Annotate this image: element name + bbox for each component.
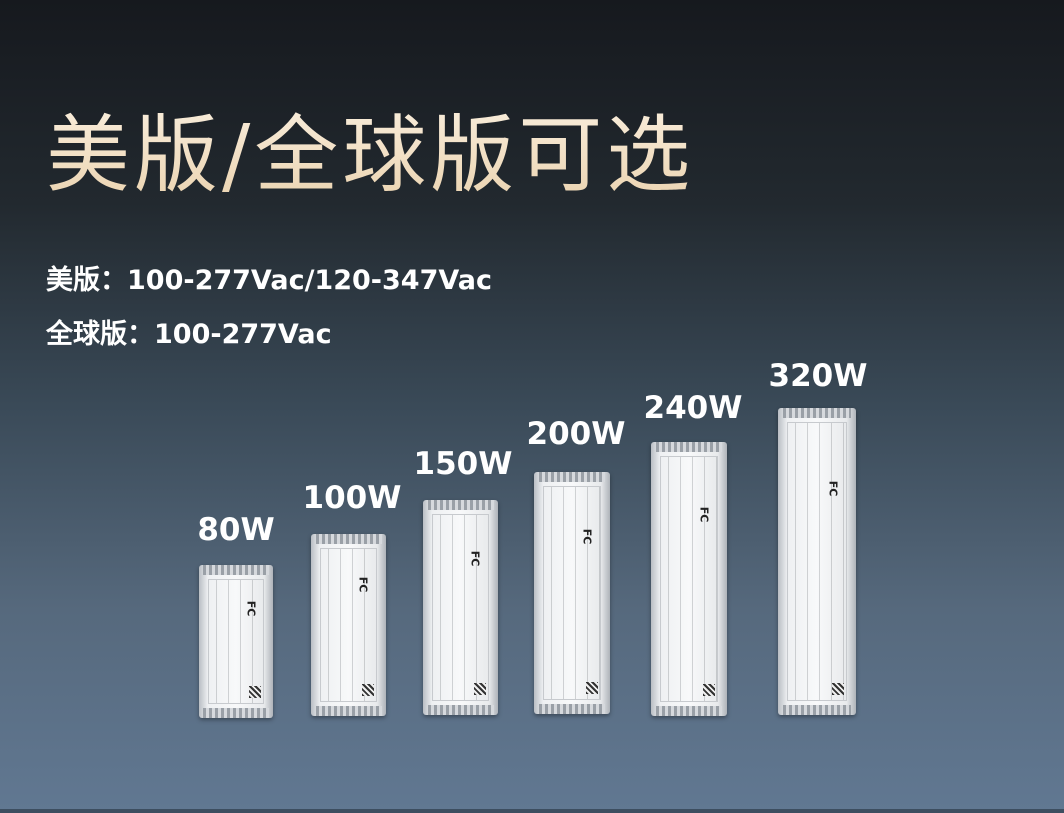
spec-global-version: 全球版：100-277Vac — [46, 319, 332, 350]
product-wattage-label: 150W — [413, 446, 513, 482]
bottom-divider — [0, 809, 1064, 813]
driver-product-image-240w: FC — [651, 442, 727, 716]
driver-product-image-80w: FC — [199, 565, 273, 718]
driver-product-image-150w: FC — [423, 500, 498, 715]
driver-product-image-320w: FC — [778, 408, 856, 715]
driver-product-image-100w: FC — [311, 534, 386, 716]
product-wattage-label: 320W — [768, 358, 868, 394]
spec-us-version: 美版：100-277Vac/120-347Vac — [46, 265, 493, 296]
product-wattage-label: 80W — [197, 512, 275, 548]
product-wattage-label: 100W — [302, 480, 402, 516]
page-title: 美版/全球版可选 — [46, 88, 694, 209]
product-wattage-label: 200W — [526, 416, 626, 452]
product-wattage-label: 240W — [643, 390, 743, 426]
driver-product-image-200w: FC — [534, 472, 610, 714]
